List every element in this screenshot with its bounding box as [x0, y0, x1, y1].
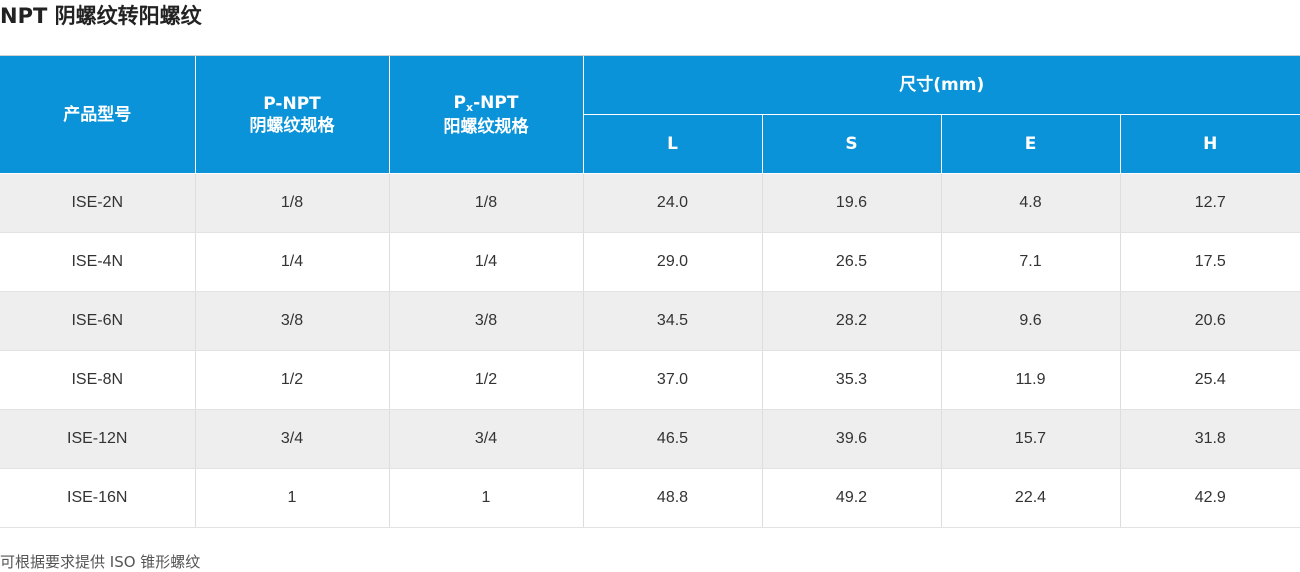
cell-l: 24.0 [583, 173, 763, 233]
cell-e: 22.4 [941, 468, 1121, 528]
cell-s: 19.6 [762, 173, 942, 233]
cell-model: ISE-6N [0, 291, 196, 351]
header-row-bottom: L S E H [0, 114, 1300, 174]
cell-e: 9.6 [941, 291, 1121, 351]
cell-l: 29.0 [583, 232, 763, 292]
cell-s: 39.6 [762, 409, 942, 469]
cell-p-npt: 1 [195, 468, 390, 528]
cell-model: ISE-4N [0, 232, 196, 292]
header-h: H [1120, 114, 1300, 174]
cell-p-npt: 3/4 [195, 409, 390, 469]
cell-e: 4.8 [941, 173, 1121, 233]
cell-model: ISE-12N [0, 409, 196, 469]
header-p-npt-line2: 阴螺纹规格 [249, 115, 335, 136]
header-px-npt-line2: 阳螺纹规格 [443, 116, 529, 137]
table-row: ISE-8N 1/2 1/2 37.0 35.3 11.9 25.4 [0, 350, 1300, 410]
cell-model: ISE-8N [0, 350, 196, 410]
header-dimensions: 尺寸(mm) [583, 56, 1300, 115]
cell-l: 37.0 [583, 350, 763, 410]
cell-px-npt: 1/4 [389, 232, 584, 292]
spec-table: 产品型号 P-NPT 阴螺纹规格 Px-NPT 阳螺纹规格 尺寸(mm) L S… [0, 56, 1300, 528]
table-row: ISE-4N 1/4 1/4 29.0 26.5 7.1 17.5 [0, 232, 1300, 292]
header-p-npt: P-NPT 阴螺纹规格 [195, 56, 390, 174]
header-e: E [941, 114, 1121, 174]
header-p-npt-line1: P-NPT [263, 93, 321, 114]
table-row: ISE-6N 3/8 3/8 34.5 28.2 9.6 20.6 [0, 291, 1300, 351]
cell-s: 49.2 [762, 468, 942, 528]
page-title: NPT 阴螺纹转阳螺纹 [0, 4, 202, 28]
cell-px-npt: 1 [389, 468, 584, 528]
cell-e: 7.1 [941, 232, 1121, 292]
cell-e: 15.7 [941, 409, 1121, 469]
cell-h: 12.7 [1120, 173, 1300, 233]
header-px-subscript: x [466, 100, 474, 114]
cell-h: 20.6 [1120, 291, 1300, 351]
cell-l: 48.8 [583, 468, 763, 528]
table-row: ISE-2N 1/8 1/8 24.0 19.6 4.8 12.7 [0, 173, 1300, 233]
cell-h: 17.5 [1120, 232, 1300, 292]
cell-h: 31.8 [1120, 409, 1300, 469]
cell-p-npt: 1/4 [195, 232, 390, 292]
cell-l: 46.5 [583, 409, 763, 469]
header-px-rest: -NPT [473, 92, 519, 113]
cell-px-npt: 1/2 [389, 350, 584, 410]
header-px-npt-line1: Px-NPT [390, 92, 583, 116]
cell-p-npt: 1/2 [195, 350, 390, 410]
cell-model: ISE-16N [0, 468, 196, 528]
cell-p-npt: 1/8 [195, 173, 390, 233]
cell-px-npt: 3/4 [389, 409, 584, 469]
cell-l: 34.5 [583, 291, 763, 351]
header-s: S [762, 114, 942, 174]
cell-h: 42.9 [1120, 468, 1300, 528]
header-l: L [583, 114, 763, 174]
header-row-top: 产品型号 P-NPT 阴螺纹规格 Px-NPT 阳螺纹规格 尺寸(mm) [0, 56, 1300, 174]
cell-px-npt: 1/8 [389, 173, 584, 233]
header-px-p: P [453, 92, 466, 113]
cell-h: 25.4 [1120, 350, 1300, 410]
header-model: 产品型号 [0, 56, 196, 174]
cell-p-npt: 3/8 [195, 291, 390, 351]
cell-s: 28.2 [762, 291, 942, 351]
cell-s: 35.3 [762, 350, 942, 410]
table-row: ISE-12N 3/4 3/4 46.5 39.6 15.7 31.8 [0, 409, 1300, 469]
table-row: ISE-16N 1 1 48.8 49.2 22.4 42.9 [0, 468, 1300, 528]
cell-e: 11.9 [941, 350, 1121, 410]
footnote: 可根据要求提供 ISO 锥形螺纹 [0, 553, 201, 571]
title-divider [0, 55, 1300, 56]
header-px-npt: Px-NPT 阳螺纹规格 [389, 56, 584, 174]
cell-s: 26.5 [762, 232, 942, 292]
cell-model: ISE-2N [0, 173, 196, 233]
cell-px-npt: 3/8 [389, 291, 584, 351]
